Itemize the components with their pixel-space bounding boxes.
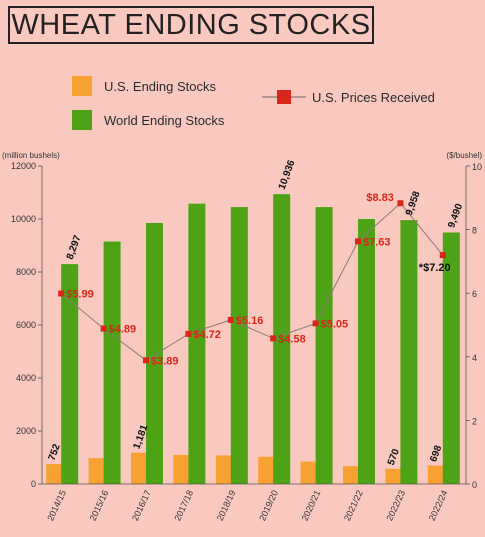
legend-swatch-world-stocks [72,110,92,130]
right-tick-label: 2 [472,416,477,426]
right-axis-unit: ($/bushel) [446,151,482,160]
x-tick-label: 2022/23 [384,489,407,523]
price-label: $4.89 [109,323,137,335]
x-tick-label: 2015/16 [88,489,111,523]
x-tick-label: 2021/22 [342,489,365,523]
x-tick-label: 2016/17 [130,489,153,523]
left-axis-unit: (million bushels) [2,151,60,160]
world-stocks-bar [146,222,163,484]
left-tick-label: 10000 [11,214,36,224]
right-tick-label: 6 [472,289,477,299]
world-stocks-bar [442,232,460,484]
right-tick-label: 10 [472,162,482,172]
price-label: $5.05 [321,318,349,330]
legend-marker-us-prices [277,90,291,104]
price-label: $4.58 [278,333,306,345]
left-tick-label: 0 [31,479,36,489]
us-stocks-bar [343,466,359,484]
us-stocks-bar [88,458,105,484]
us-stocks-bar [173,454,190,484]
price-label: $8.83 [366,192,394,204]
left-tick-label: 12000 [11,161,36,171]
us-stocks-bar [300,461,317,484]
price-marker [312,320,319,327]
right-tick-label: 4 [472,353,477,363]
legend-label-world-stocks: World Ending Stocks [104,113,225,128]
us-stocks-label: 698 [428,444,444,464]
world-stocks-label: 10,936 [277,158,298,191]
price-marker [185,330,192,337]
legend-label-us-stocks: U.S. Ending Stocks [104,79,216,94]
price-label: $4.72 [193,329,221,341]
price-marker [439,252,446,259]
x-tick-label: 2022/24 [427,489,450,523]
price-label: $7.63 [363,236,391,248]
world-stocks-bar [188,203,206,484]
right-tick-label: 0 [472,480,477,490]
left-tick-label: 6000 [16,320,36,330]
world-stocks-bar [315,207,333,484]
world-stocks-bar [358,219,375,484]
world-stocks-bar [61,264,79,484]
left-tick-label: 8000 [16,267,36,277]
left-tick-label: 2000 [16,426,36,436]
price-marker [100,325,107,332]
price-marker [143,357,149,364]
world-stocks-bar [103,241,121,484]
us-stocks-bar [258,456,275,484]
price-label: *$7.20 [419,262,451,274]
price-label: $3.89 [151,355,179,367]
price-marker [270,335,277,342]
world-stocks-bar [273,194,291,485]
x-tick-label: 2014/15 [45,489,68,523]
world-stocks-bar [400,220,418,484]
legend-label-us-prices: U.S. Prices Received [312,90,435,105]
left-tick-label: 4000 [16,373,36,383]
us-stocks-bar [385,468,402,484]
price-label: $5.99 [66,289,94,301]
world-stocks-bar [230,207,248,484]
world-stocks-label: 9,490 [446,202,465,230]
world-stocks-label: 8,297 [65,233,84,261]
us-stocks-label: 570 [386,447,402,467]
price-marker [397,200,404,207]
x-tick-label: 2020/21 [300,489,323,523]
x-tick-label: 2017/18 [172,489,195,523]
us-stocks-bar [215,455,232,484]
world-stocks-label: 9,958 [404,189,423,217]
price-marker [227,316,234,323]
price-marker [58,290,65,297]
us-stocks-label: 752 [47,442,63,462]
right-tick-label: 8 [472,226,477,236]
x-tick-label: 2019/20 [257,489,280,523]
us-stocks-bar [46,464,63,484]
price-marker [355,238,361,245]
chart-title: WHEAT ENDING STOCKS [8,6,374,44]
us-stocks-bar [427,465,444,484]
price-series-line [60,202,444,361]
x-tick-label: 2018/19 [215,489,238,523]
legend: U.S. Ending Stocks World Ending Stocks U… [72,76,435,130]
us-stocks-bar [131,452,147,484]
price-label: $5.16 [236,315,264,327]
legend-swatch-us-stocks [72,76,92,96]
